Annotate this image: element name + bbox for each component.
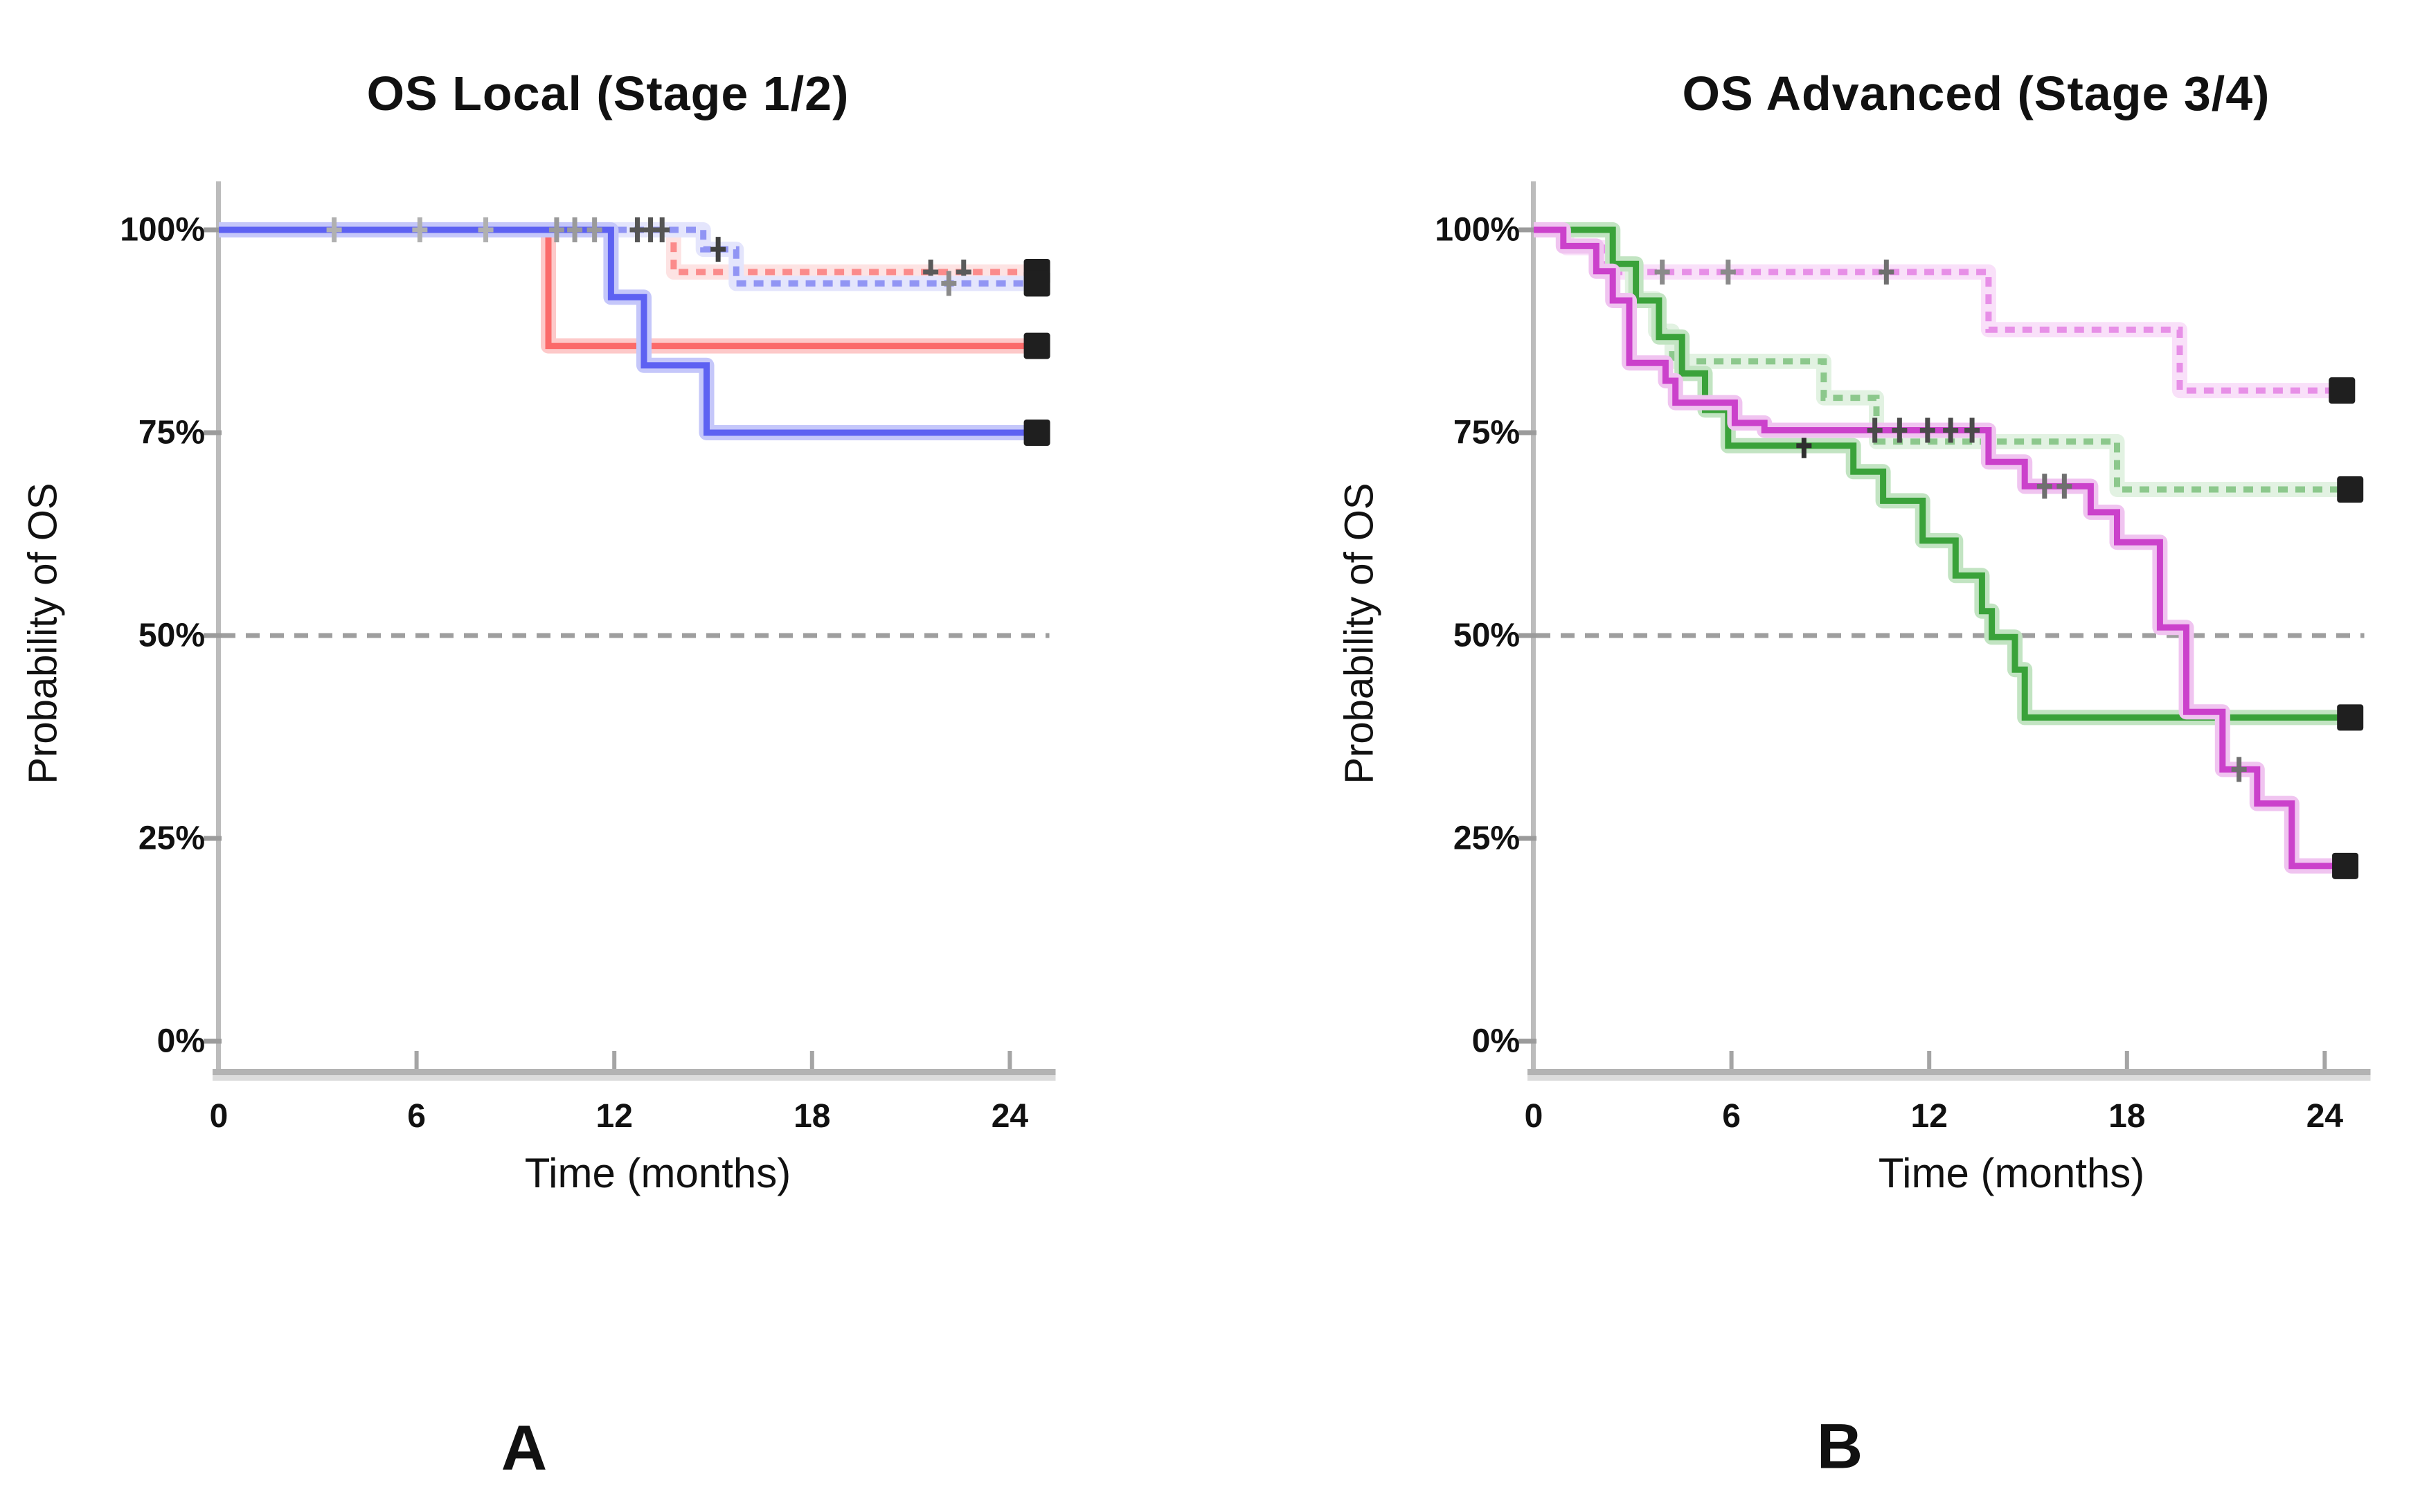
x-axis-bar-shadow xyxy=(1527,1075,2371,1081)
end-marker-blue-dashed xyxy=(1023,270,1050,297)
x-axis-bar xyxy=(213,1069,1056,1075)
x-tick-label-a-18: 18 xyxy=(794,1098,831,1135)
x-tick-label-b-0: 0 xyxy=(1524,1098,1543,1135)
x-tick-label-a-6: 6 xyxy=(407,1098,426,1135)
end-marker-red-solid xyxy=(1023,332,1050,359)
y-tick-label-b-25%: 25% xyxy=(1453,820,1520,857)
x-tick-label-a-12: 12 xyxy=(595,1098,633,1135)
y-tick xyxy=(1518,1038,1536,1044)
panel-a-x-axis-label: Time (months) xyxy=(524,1150,791,1196)
censor-mark-magenta-solid-4-h xyxy=(1964,427,1980,433)
x-tick xyxy=(1927,1051,1932,1069)
x-axis-bar xyxy=(1527,1069,2371,1075)
y-axis-line xyxy=(216,181,221,1075)
censor-mark-magenta-solid-2-h xyxy=(1919,427,1935,433)
censor-mark-green-solid-0-h xyxy=(1796,443,1812,449)
panel-b-letter: B xyxy=(1816,1411,1863,1482)
panel-b-x-axis-label: Time (months) xyxy=(1878,1150,2145,1196)
x-tick xyxy=(2322,1051,2327,1069)
km-panel-b xyxy=(1518,181,2371,1081)
x-tick xyxy=(809,1051,814,1069)
censor-mark-magenta-solid-7-h xyxy=(2231,766,2247,772)
x-tick-label-a-0: 0 xyxy=(209,1098,228,1135)
censor-mark-100pct-6-h xyxy=(629,227,645,233)
censor-mark-magenta-solid-0-h xyxy=(1867,427,1883,433)
x-tick-label-b-12: 12 xyxy=(1910,1098,1948,1135)
panel-a-letter: A xyxy=(501,1412,548,1484)
y-tick xyxy=(1518,430,1536,435)
censor-mark-red-dashed-1-h xyxy=(956,269,971,275)
y-tick xyxy=(1518,836,1536,841)
censor-mark-magenta-dashed-1-h xyxy=(1720,269,1736,275)
y-tick-label-b-100%: 100% xyxy=(1435,211,1520,249)
x-tick xyxy=(2124,1051,2129,1069)
y-tick-label-a-75%: 75% xyxy=(138,414,205,451)
km-curve-green-solid xyxy=(1534,226,2342,721)
x-tick xyxy=(414,1051,419,1069)
panel-b-y-axis-label: Probability of OS xyxy=(1336,483,1382,784)
y-tick xyxy=(204,1038,222,1044)
x-tick-label-b-24: 24 xyxy=(2306,1098,2344,1135)
y-axis-line xyxy=(1531,181,1536,1075)
y-tick-label-b-50%: 50% xyxy=(1453,617,1520,654)
y-tick-label-b-0%: 0% xyxy=(1471,1023,1520,1060)
censor-mark-100pct-3-h xyxy=(548,227,564,233)
end-marker-blue-solid xyxy=(1023,420,1050,446)
panel-b-title: OS Advanced (Stage 3/4) xyxy=(1682,66,2270,120)
km-curve-magenta-solid xyxy=(1534,226,2337,870)
x-tick xyxy=(1007,1051,1012,1069)
censor-mark-100pct-1-h xyxy=(412,227,428,233)
censor-mark-magenta-dashed-2-h xyxy=(1879,269,1894,275)
x-tick-label-b-18: 18 xyxy=(2108,1098,2146,1135)
censor-mark-magenta-solid-6-h xyxy=(2056,483,2072,489)
censor-mark-blue-dashed-1-h xyxy=(941,280,957,286)
censor-mark-magenta-solid-3-h xyxy=(1943,427,1959,433)
end-marker-green-solid xyxy=(2337,704,2364,731)
y-tick xyxy=(1518,633,1536,638)
panel-a-y-axis-label: Probability of OS xyxy=(20,483,66,784)
y-tick-label-a-100%: 100% xyxy=(120,211,205,249)
end-marker-green-dashed xyxy=(2337,476,2364,503)
censor-mark-100pct-4-h xyxy=(567,227,583,233)
censor-mark-red-dashed-0-h xyxy=(923,269,939,275)
panel-a-title: OS Local (Stage 1/2) xyxy=(366,66,850,120)
censor-mark-100pct-0-h xyxy=(326,227,342,233)
censor-mark-100pct-2-h xyxy=(478,227,494,233)
x-axis-bar-shadow xyxy=(213,1075,1056,1081)
y-tick xyxy=(204,430,222,435)
censor-mark-magenta-dashed-0-h xyxy=(1654,269,1670,275)
km-curve-blue-solid xyxy=(219,226,1028,436)
censor-mark-magenta-solid-5-h xyxy=(2036,483,2052,489)
x-tick xyxy=(1729,1051,1734,1069)
end-marker-magenta-dashed xyxy=(2329,377,2356,404)
y-tick xyxy=(204,633,222,638)
censor-mark-100pct-7-h xyxy=(643,227,658,233)
km-panel-a xyxy=(204,181,1056,1081)
end-marker-magenta-solid xyxy=(2332,852,2359,879)
y-tick-label-b-75%: 75% xyxy=(1453,414,1520,451)
censor-mark-100pct-8-h xyxy=(654,227,670,233)
censor-mark-magenta-solid-1-h xyxy=(1892,427,1908,433)
x-tick xyxy=(612,1051,617,1069)
y-tick-label-a-25%: 25% xyxy=(138,820,205,857)
y-tick-label-a-0%: 0% xyxy=(156,1023,205,1060)
y-tick-label-a-50%: 50% xyxy=(138,617,205,654)
y-tick xyxy=(1518,227,1536,233)
x-tick-label-a-24: 24 xyxy=(991,1098,1029,1135)
km-curve-halo-blue-solid xyxy=(219,222,1028,440)
censor-mark-100pct-5-h xyxy=(586,227,602,233)
y-tick xyxy=(204,227,222,233)
x-tick-label-b-6: 6 xyxy=(1722,1098,1741,1135)
y-tick xyxy=(204,836,222,841)
censor-mark-blue-dashed-0-h xyxy=(710,246,726,252)
